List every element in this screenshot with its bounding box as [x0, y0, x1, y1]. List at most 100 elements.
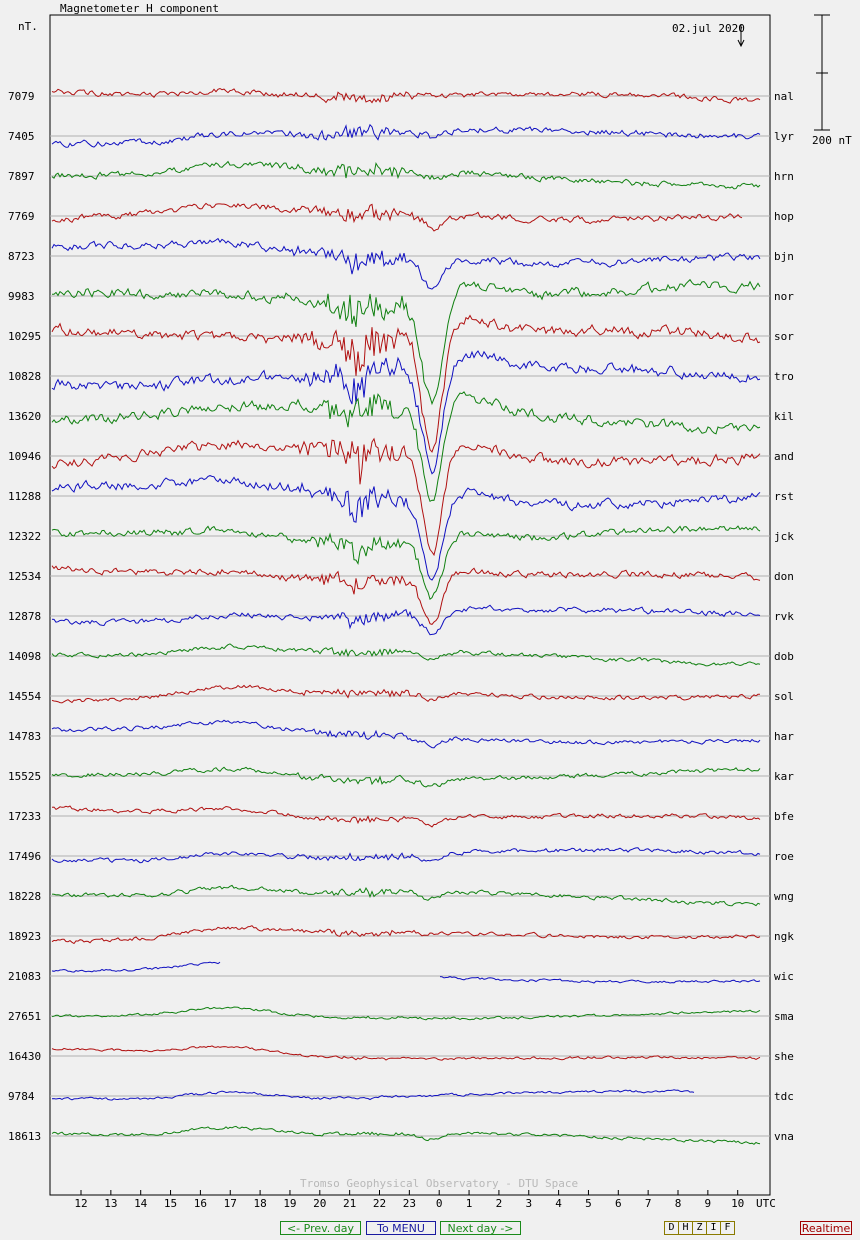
x-tick-label: 4: [555, 1197, 562, 1210]
series-group: 7079 nal 7405 lyr 7897 hrn 7769 hop 8723 bjn 9983 n…: [8, 87, 794, 1145]
station-label: har: [774, 730, 794, 743]
x-tick-label: 2: [496, 1197, 503, 1210]
x-tick-label: 1: [466, 1197, 473, 1210]
series-line: [51, 961, 761, 984]
x-tick-label: 8: [675, 1197, 682, 1210]
series-line: [51, 391, 761, 503]
x-tick-label: 5: [585, 1197, 592, 1210]
chart-title: Magnetometer H component: [60, 2, 219, 15]
baseline-value: 12534: [8, 570, 41, 583]
series-line: [51, 350, 761, 475]
x-tick-label: 16: [194, 1197, 207, 1210]
series-line: [51, 1125, 761, 1145]
series-line: [51, 437, 761, 557]
component-h-button[interactable]: H: [679, 1222, 693, 1234]
baseline-value: 14783: [8, 730, 41, 743]
baseline-value: 10946: [8, 450, 41, 463]
station-label: sol: [774, 690, 794, 703]
plot-frame: [49, 14, 771, 1196]
component-f-button[interactable]: F: [724, 1222, 731, 1233]
station-label: jck: [774, 530, 794, 543]
series-line: [51, 525, 761, 601]
baseline-value: 14098: [8, 650, 41, 663]
station-label: kil: [774, 410, 794, 423]
series-line: [51, 925, 761, 945]
x-tick-label: 3: [525, 1197, 532, 1210]
baseline-value: 17496: [8, 850, 41, 863]
baseline-value: 7405: [8, 130, 35, 143]
station-label: rvk: [774, 610, 794, 623]
component-selector: D H Z I F: [664, 1221, 735, 1235]
prev-day-button[interactable]: <- Prev. day: [280, 1221, 361, 1235]
station-label: hrn: [774, 170, 794, 183]
realtime-button[interactable]: Realtime: [800, 1221, 852, 1235]
station-label: bjn: [774, 250, 794, 263]
x-tick-label: 9: [705, 1197, 712, 1210]
x-tick-label: 12: [74, 1197, 87, 1210]
baseline-value: 8723: [8, 250, 35, 263]
baseline-value: 18613: [8, 1130, 41, 1143]
station-label: she: [774, 1050, 794, 1063]
station-label: nal: [774, 90, 794, 103]
scale-bar-icon: [814, 14, 830, 131]
component-i-button[interactable]: I: [707, 1222, 721, 1234]
baseline-value: 27651: [8, 1010, 41, 1023]
x-tick-label: 17: [224, 1197, 237, 1210]
series-line: [51, 1006, 761, 1021]
x-axis-ticks: 12 13 14 15 16 17 18 19 20 21 22 23 0 1 2 3 4 5 6 7 8 9 10: [74, 1190, 744, 1210]
station-label: sor: [774, 330, 794, 343]
series-line: [51, 237, 761, 290]
grid-lines: [50, 95, 770, 1137]
baseline-value: 7897: [8, 170, 35, 183]
baseline-value: 10828: [8, 370, 41, 383]
station-label: sma: [774, 1010, 794, 1023]
x-tick-label: 7: [645, 1197, 652, 1210]
series-line: [51, 202, 743, 232]
baseline-value: 11288: [8, 490, 41, 503]
series-line: [51, 160, 761, 190]
to-menu-button[interactable]: To MENU: [366, 1221, 436, 1235]
x-tick-label: 22: [373, 1197, 386, 1210]
date-label: 02.jul 2020: [672, 22, 745, 35]
station-label: tro: [774, 370, 794, 383]
scale-label: 200 nT: [812, 134, 852, 147]
baseline-value: 21083: [8, 970, 41, 983]
station-label: dob: [774, 650, 794, 663]
baseline-value: 14554: [8, 690, 41, 703]
next-day-button[interactable]: Next day ->: [440, 1221, 521, 1235]
series-line: [51, 719, 761, 749]
x-tick-label: 0: [436, 1197, 443, 1210]
station-label: rst: [774, 490, 794, 503]
series-line: [51, 884, 761, 907]
station-label: bfe: [774, 810, 794, 823]
x-tick-label: 19: [283, 1197, 296, 1210]
series-line: [51, 87, 761, 104]
series-line: [51, 475, 761, 581]
baseline-value: 18228: [8, 890, 41, 903]
x-tick-label: 18: [253, 1197, 266, 1210]
x-tick-label: 6: [615, 1197, 622, 1210]
station-label: hop: [774, 210, 794, 223]
component-d-button[interactable]: D: [665, 1222, 679, 1234]
station-label: ngk: [774, 930, 794, 943]
series-line: [51, 565, 761, 625]
x-tick-label: 13: [104, 1197, 117, 1210]
station-label: don: [774, 570, 794, 583]
baseline-value: 18923: [8, 930, 41, 943]
station-label: kar: [774, 770, 794, 783]
baseline-value: 12322: [8, 530, 41, 543]
baseline-value: 7079: [8, 90, 35, 103]
date-arrow-icon: [737, 25, 745, 48]
station-label: roe: [774, 850, 794, 863]
series-line: [51, 314, 761, 453]
x-tick-label: 10: [731, 1197, 744, 1210]
baseline-value: 12878: [8, 610, 41, 623]
x-tick-label: 21: [343, 1197, 356, 1210]
baseline-value: 9784: [8, 1090, 35, 1103]
series-line: [51, 123, 761, 148]
x-tick-label: 23: [403, 1197, 416, 1210]
baseline-value: 17233: [8, 810, 41, 823]
unit-label: nT.: [18, 20, 38, 33]
component-z-button[interactable]: Z: [693, 1222, 707, 1234]
